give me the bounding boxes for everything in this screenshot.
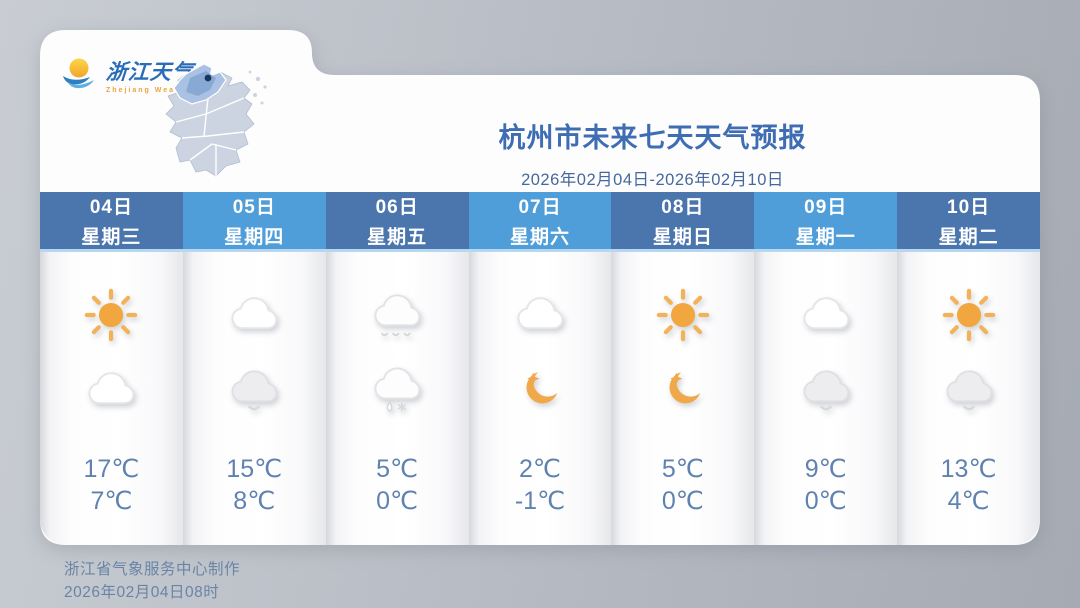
clear-night-icon bbox=[526, 372, 558, 404]
nighttime-weather-icon-slot bbox=[367, 364, 427, 416]
temperature-block: 17℃ 7℃ bbox=[83, 453, 139, 517]
daytime-weather-icon-slot bbox=[796, 289, 856, 341]
forecast-day-column: 08日 星期日 5℃ 0℃ bbox=[611, 192, 755, 545]
forecast-day-column: 04日 星期三 17℃ 7℃ bbox=[40, 192, 183, 545]
nighttime-weather-icon-slot bbox=[81, 364, 141, 416]
daytime-weather-icon-slot bbox=[656, 288, 710, 342]
temperature-block: 13℃ 4℃ bbox=[941, 453, 997, 517]
forecast-table: 04日 星期三 17℃ 7℃ 05日 星期四 bbox=[40, 192, 1040, 545]
logo-subtitle: Zhejiang Weather bbox=[106, 87, 197, 94]
day-date: 06日 bbox=[375, 197, 419, 218]
forecast-day-column: 06日 星期五 5℃ 0℃ bbox=[325, 192, 469, 545]
temperature-block: 15℃ 8℃ bbox=[226, 453, 282, 517]
daytime-weather-icon-slot bbox=[942, 288, 996, 342]
day-weekday: 星期四 bbox=[224, 227, 285, 248]
day-body: 15℃ 8℃ bbox=[182, 252, 326, 545]
daytime-weather-icon-slot bbox=[84, 288, 138, 342]
low-temperature: 7℃ bbox=[90, 487, 133, 515]
day-body: 5℃ 0℃ bbox=[325, 252, 469, 545]
low-temperature: 0℃ bbox=[661, 487, 704, 515]
low-temperature: 0℃ bbox=[804, 487, 847, 515]
day-body: 9℃ 0℃ bbox=[754, 252, 898, 545]
forecast-day-column: 10日 星期二 13℃ 4℃ bbox=[897, 192, 1040, 545]
high-temperature: 5℃ bbox=[661, 455, 704, 483]
forecast-title-block: 杭州市未来七天天气预报 2026年02月04日-2026年02月10日 bbox=[360, 116, 945, 190]
cloudy-icon bbox=[88, 372, 135, 405]
overcast-icon bbox=[231, 370, 278, 411]
nighttime-weather-icon-slot bbox=[939, 364, 999, 416]
nighttime-weather-icon-slot bbox=[515, 364, 565, 416]
high-temperature: 13℃ bbox=[940, 455, 997, 483]
sunny-icon bbox=[656, 288, 710, 342]
forecast-day-column: 09日 星期一 9℃ 0℃ bbox=[754, 192, 898, 545]
temperature-block: 5℃ 0℃ bbox=[376, 453, 418, 517]
temperature-block: 5℃ 0℃ bbox=[662, 453, 704, 517]
high-temperature: 9℃ bbox=[804, 455, 847, 483]
nighttime-weather-icon-slot bbox=[658, 364, 708, 416]
forecast-day-column: 07日 星期六 2℃ -1℃ bbox=[468, 192, 612, 545]
zhejiang-weather-logo: 浙江天气 Zhejiang Weather bbox=[60, 56, 196, 94]
day-weekday: 星期一 bbox=[795, 227, 856, 248]
temperature-block: 2℃ -1℃ bbox=[515, 453, 565, 517]
day-date: 10日 bbox=[947, 197, 991, 218]
day-body: 13℃ 4℃ bbox=[897, 252, 1040, 545]
day-weekday: 星期三 bbox=[81, 227, 142, 248]
day-date: 05日 bbox=[232, 197, 276, 218]
high-temperature: 17℃ bbox=[83, 455, 140, 483]
high-temperature: 2℃ bbox=[519, 455, 561, 483]
day-header: 05日 星期四 bbox=[182, 192, 326, 252]
sunny-icon bbox=[85, 288, 138, 342]
overcast-icon bbox=[803, 370, 849, 411]
cloudy-icon bbox=[517, 297, 564, 330]
low-temperature: 8℃ bbox=[233, 487, 276, 515]
day-body: 17℃ 7℃ bbox=[40, 252, 183, 545]
zhejiang-province-map bbox=[165, 63, 267, 177]
day-header: 06日 星期五 bbox=[325, 192, 469, 252]
day-header: 09日 星期一 bbox=[754, 192, 898, 252]
low-temperature: 0℃ bbox=[376, 487, 419, 515]
clear-night-icon bbox=[669, 372, 701, 404]
daytime-weather-icon-slot bbox=[367, 289, 427, 341]
day-date: 09日 bbox=[804, 197, 848, 218]
footer-credit: 浙江省气象服务中心制作 2026年02月04日08时 bbox=[64, 558, 240, 604]
day-header: 04日 星期三 bbox=[40, 192, 183, 252]
overcast-icon bbox=[946, 370, 992, 411]
hangzhou-marker-dot bbox=[204, 74, 212, 82]
producer-line: 浙江省气象服务中心制作 bbox=[64, 561, 241, 578]
day-weekday: 星期六 bbox=[510, 227, 571, 248]
day-header: 07日 星期六 bbox=[468, 192, 612, 252]
day-date: 08日 bbox=[661, 197, 705, 218]
sunny-icon bbox=[942, 288, 995, 342]
high-temperature: 15℃ bbox=[226, 455, 283, 483]
daytime-weather-icon-slot bbox=[510, 289, 570, 341]
day-header: 10日 星期二 bbox=[897, 192, 1040, 252]
day-body: 2℃ -1℃ bbox=[468, 252, 612, 545]
nighttime-weather-icon-slot bbox=[224, 364, 284, 416]
issue-time-line: 2026年02月04日08时 bbox=[64, 584, 220, 601]
high-temperature: 5℃ bbox=[376, 455, 419, 483]
sun-wave-logo-icon bbox=[63, 58, 94, 89]
low-temperature: -1℃ bbox=[514, 487, 566, 515]
daytime-weather-icon-slot bbox=[224, 289, 284, 341]
date-range: 2026年02月04日-2026年02月10日 bbox=[521, 171, 784, 189]
rain-snow-icon bbox=[374, 367, 421, 412]
nighttime-weather-icon-slot bbox=[796, 364, 856, 416]
day-date: 07日 bbox=[518, 197, 562, 218]
light-rain-icon bbox=[374, 294, 421, 337]
day-body: 5℃ 0℃ bbox=[611, 252, 755, 545]
forecast-day-column: 05日 星期四 15℃ 8℃ bbox=[182, 192, 326, 545]
cloudy-icon bbox=[231, 297, 278, 330]
day-weekday: 星期五 bbox=[367, 227, 428, 248]
temperature-block: 9℃ 0℃ bbox=[805, 453, 847, 517]
page-title: 杭州市未来七天天气预报 bbox=[498, 123, 807, 153]
low-temperature: 4℃ bbox=[947, 487, 990, 515]
cloudy-icon bbox=[803, 297, 849, 330]
day-date: 04日 bbox=[89, 197, 133, 218]
day-weekday: 星期日 bbox=[652, 227, 713, 248]
day-weekday: 星期二 bbox=[938, 227, 999, 248]
day-header: 08日 星期日 bbox=[611, 192, 755, 252]
